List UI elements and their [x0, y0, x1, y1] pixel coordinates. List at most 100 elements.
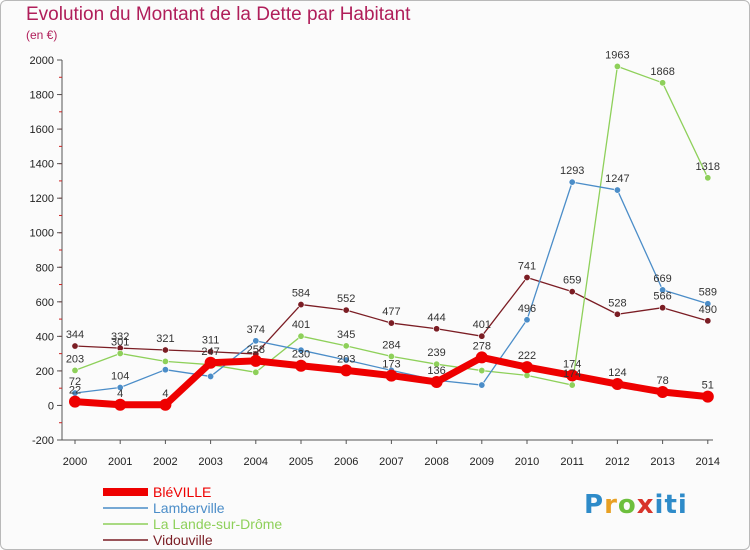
data-label: 174 [563, 368, 581, 380]
data-label: 1247 [605, 173, 629, 185]
x-tick-label: 2012 [605, 456, 629, 468]
data-label: 78 [656, 375, 668, 387]
data-point [659, 286, 667, 294]
data-point [521, 361, 533, 374]
data-label: 174 [563, 358, 581, 370]
data-point [704, 317, 712, 325]
legend-label: Vidouville [153, 532, 213, 548]
data-label: 584 [292, 288, 310, 300]
data-point [656, 385, 669, 398]
data-point [704, 300, 712, 308]
x-tick-label: 2010 [515, 456, 539, 468]
unit-label: (en €) [26, 28, 58, 42]
data-point [204, 356, 217, 369]
data-point [297, 301, 305, 309]
data-label: 345 [337, 329, 355, 341]
data-point [342, 356, 350, 364]
x-tick-label: 2000 [63, 456, 87, 468]
data-point [478, 381, 486, 389]
data-label: 1868 [650, 66, 674, 78]
x-tick-label: 2014 [696, 456, 720, 468]
data-point [71, 366, 79, 374]
data-label: 1963 [605, 49, 629, 61]
data-label: 528 [608, 297, 626, 309]
data-label: 173 [382, 359, 400, 371]
data-point [611, 378, 624, 391]
chart-title: Evolution du Montant de la Dette par Hab… [26, 4, 411, 25]
data-point [387, 352, 395, 360]
data-point [161, 346, 169, 354]
data-point [249, 354, 262, 367]
x-tick-label: 2004 [244, 456, 268, 468]
data-label: 72 [69, 376, 81, 388]
data-point [159, 398, 172, 411]
data-label: 4 [162, 388, 168, 400]
y-tick-label: -200 [32, 435, 54, 447]
x-tick-label: 2011 [560, 456, 584, 468]
y-tick-label: 800 [36, 262, 54, 274]
y-tick-label: 0 [48, 400, 54, 412]
data-label: 669 [653, 273, 671, 285]
data-label: 278 [473, 340, 491, 352]
data-label: 22 [69, 385, 81, 397]
x-tick-label: 2009 [470, 456, 494, 468]
y-tick-label: 1200 [30, 193, 54, 205]
data-label: 374 [247, 324, 265, 336]
data-point [387, 319, 395, 327]
data-label: 589 [699, 287, 717, 299]
data-point [568, 288, 576, 296]
data-point [207, 372, 215, 380]
x-tick-label: 2003 [198, 456, 222, 468]
data-label: 659 [563, 275, 581, 287]
data-label: 222 [518, 350, 536, 362]
data-point [613, 310, 621, 318]
data-label: 124 [608, 367, 626, 379]
data-label: 301 [111, 336, 129, 348]
x-tick-label: 2006 [334, 456, 358, 468]
data-label: 230 [292, 349, 310, 361]
x-tick-label: 2002 [153, 456, 177, 468]
data-point [116, 349, 124, 357]
data-point [295, 359, 307, 372]
data-label: 247 [201, 346, 219, 358]
data-label: 566 [653, 291, 671, 303]
data-label: 496 [518, 303, 536, 315]
legend-label: Lamberville [153, 500, 225, 516]
x-tick-label: 2005 [289, 456, 313, 468]
data-label: 104 [111, 370, 129, 382]
data-label: 344 [66, 329, 84, 341]
data-point [252, 368, 260, 376]
data-point [523, 371, 531, 379]
data-label: 284 [382, 339, 400, 351]
x-tick-label: 2001 [108, 456, 132, 468]
data-point [613, 62, 621, 70]
y-tick-label: 400 [36, 331, 54, 343]
data-point [297, 346, 305, 354]
brand-logo: Proxiti [584, 490, 688, 520]
legend-label: BléVILLE [153, 484, 211, 500]
data-point [207, 348, 215, 356]
data-label: 401 [292, 319, 310, 331]
data-point [701, 390, 714, 403]
data-label: 490 [699, 304, 717, 316]
data-label: 1318 [696, 161, 720, 173]
y-tick-label: 1600 [30, 124, 54, 136]
data-point [161, 366, 169, 374]
y-tick-label: 600 [36, 297, 54, 309]
data-label: 741 [518, 260, 536, 272]
data-point [478, 332, 486, 340]
data-point [478, 367, 486, 375]
data-label: 51 [702, 380, 714, 392]
data-point [116, 383, 124, 391]
data-label: 401 [473, 319, 491, 331]
data-point [252, 337, 260, 345]
data-point [566, 369, 579, 382]
data-label: 4 [117, 388, 123, 400]
y-tick-label: 1000 [30, 228, 54, 240]
data-label: 258 [247, 344, 265, 356]
x-tick-label: 2013 [650, 456, 674, 468]
y-tick-label: 1800 [30, 90, 54, 102]
data-point [340, 364, 353, 377]
